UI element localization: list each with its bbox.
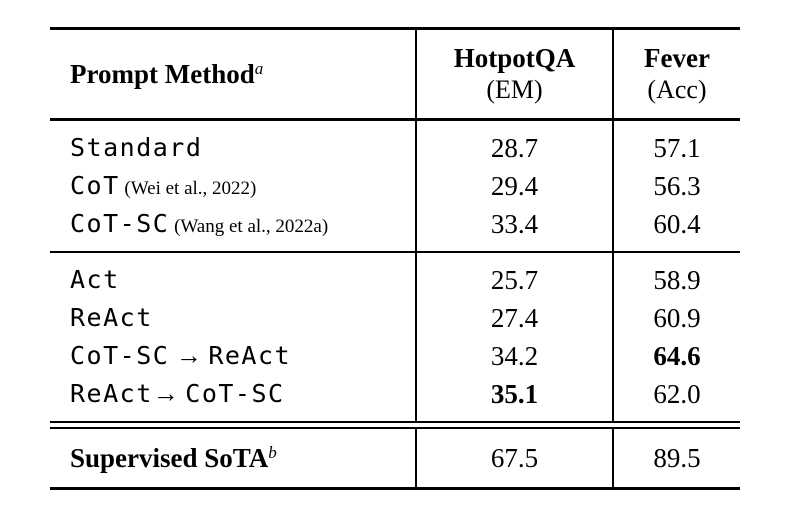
footer-fever-value: 89.5 [612,429,740,487]
baseline-methods-group: Standard CoT (Wei et al., 2022) CoT-SC (Wa… [50,121,740,251]
method-cell: CoT-SC → ReAct [50,337,415,375]
method-column: Act ReAct CoT-SC → ReAct ReAct→ CoT-SC [50,253,415,421]
method-name: ReAct [70,303,153,332]
header-method-label: Prompt Methoda [70,59,263,90]
arrow-glyph: → [152,379,186,408]
group-separator-rule [50,251,740,253]
footnote-marker-b: b [268,442,277,462]
header-method-text: Prompt Method [70,58,255,89]
method-citation: (Wei et al., 2022) [119,178,257,199]
hotpotqa-em-value: 28.7 [490,133,539,163]
header-fever-metric: (Acc) [647,75,707,104]
method-citation: (Wang et al., 2022a) [169,216,329,237]
method-name: Standard [70,133,203,162]
hotpotqa-em-value: 27.4 [490,303,539,333]
method-name: ReAct [70,379,153,408]
fever-column: 57.1 56.3 60.4 [612,121,740,251]
hotpotqa-em-value: 25.7 [490,265,539,295]
method-cell: CoT-SC (Wang et al., 2022a) [50,205,415,243]
hotpotqa-em-value: 33.4 [490,209,539,239]
results-table: Prompt Methoda HotpotQA (EM) Fever (Acc)… [50,27,740,490]
double-rule [50,421,740,429]
hotpotqa-column: 28.7 29.4 33.4 [415,121,612,251]
fever-acc-value: 60.4 [653,209,701,239]
fever-column: 58.9 60.9 64.6 62.0 [612,253,740,421]
method-name: CoT-SC [70,209,170,238]
method-cell: ReAct [50,299,415,337]
method-name: Act [70,265,120,294]
hotpotqa-em-value: 29.4 [490,171,539,201]
footer-label-cell: Supervised SoTAb [50,429,415,487]
fever-acc-value: 64.6 [653,341,701,371]
hotpotqa-column: 25.7 27.4 34.2 35.1 [415,253,612,421]
react-methods-group: Act ReAct CoT-SC → ReAct ReAct→ CoT-SC 25.7… [50,253,740,421]
method-cell: ReAct→ CoT-SC [50,375,415,413]
method-column: Standard CoT (Wei et al., 2022) CoT-SC (Wa… [50,121,415,251]
method-name: CoT-SC [70,341,170,370]
method-name: ReAct [208,341,292,370]
hotpotqa-em-value: 34.2 [490,341,539,371]
table-header: Prompt Methoda HotpotQA (EM) Fever (Acc) [50,30,740,118]
method-name: CoT [70,171,120,200]
method-name: CoT-SC [185,379,285,408]
header-hotpotqa-cell: HotpotQA (EM) [415,30,612,118]
fever-acc-value: 58.9 [653,265,701,295]
hotpotqa-em-value: 35.1 [490,379,539,409]
header-hotpotqa-metric: (EM) [486,75,543,104]
table-bottom-rule [50,487,740,490]
footer-hotpotqa-value: 67.5 [415,429,612,487]
supervised-sota-row: Supervised SoTAb 67.5 89.5 [50,429,740,487]
arrow-glyph: → [169,341,209,370]
fever-acc-value: 60.9 [653,303,701,333]
header-separator-rule [50,118,740,121]
method-cell: CoT (Wei et al., 2022) [50,167,415,205]
footer-label-text: Supervised SoTA [70,442,269,473]
method-cell: Standard [50,129,415,167]
fever-acc-value: 56.3 [653,171,701,201]
header-fever-cell: Fever (Acc) [612,30,740,118]
fever-acc-value: 57.1 [653,133,701,163]
header-fever-title: Fever [644,43,710,73]
header-method-cell: Prompt Methoda [50,30,415,118]
method-cell: Act [50,261,415,299]
footnote-marker-a: a [254,58,264,78]
fever-acc-value: 62.0 [653,379,701,409]
table-top-rule [50,27,740,30]
header-hotpotqa-title: HotpotQA [453,43,576,73]
footer-label: Supervised SoTAb [70,443,277,474]
